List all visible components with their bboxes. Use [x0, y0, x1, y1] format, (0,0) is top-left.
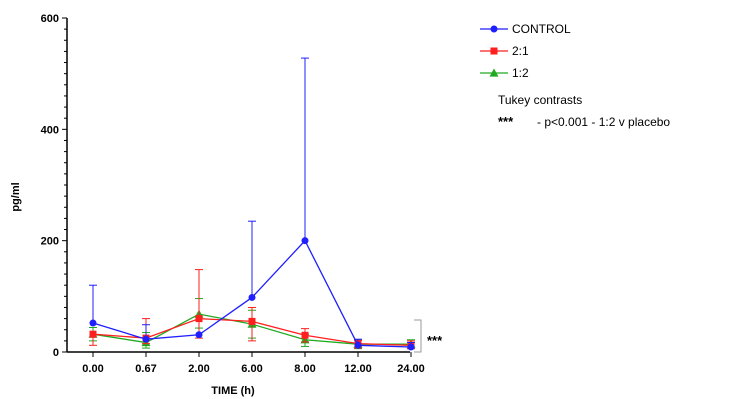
significance-bracket	[414, 319, 422, 353]
data-point	[195, 315, 203, 323]
data-point	[407, 343, 415, 351]
x-tick-label: 6.00	[241, 363, 262, 375]
legend: CONTROL 2:1 1:2	[480, 22, 571, 80]
data-point	[301, 237, 309, 245]
x-axis-title: TIME (h)	[211, 385, 255, 397]
series-layer	[88, 57, 416, 351]
axes: 0 200 400 600 0.00 0.67 2.00 6.00 8.00 12.00 24.00	[41, 13, 425, 375]
y-tick-label: 0	[53, 347, 59, 359]
y-tick-label: 600	[41, 13, 59, 25]
legend-label: 1:2	[512, 66, 529, 80]
data-point	[195, 331, 203, 339]
bracket-marker: ***	[427, 333, 443, 348]
y-tick-label: 200	[41, 236, 59, 248]
tukey-title: Tukey contrasts	[498, 93, 582, 107]
data-point	[354, 341, 362, 349]
legend-swatch-marker	[489, 68, 499, 77]
y-tick-label: 400	[41, 124, 59, 136]
data-point	[89, 330, 97, 338]
legend-swatch-marker	[490, 25, 498, 33]
legend-item: 1:2	[480, 66, 529, 80]
legend-label: 2:1	[512, 44, 529, 58]
legend-item: CONTROL	[480, 22, 571, 36]
data-point	[301, 331, 309, 339]
x-tick-label: 24.00	[397, 363, 425, 375]
data-point	[248, 293, 256, 301]
legend-label: CONTROL	[512, 22, 571, 36]
data-point	[89, 319, 97, 327]
x-tick-label: 0.67	[135, 363, 156, 375]
x-tick-label: 8.00	[294, 363, 315, 375]
x-tick-label: 12.00	[344, 363, 372, 375]
data-point	[248, 317, 256, 325]
legend-item: 2:1	[480, 44, 529, 58]
tukey-text: - p<0.001 - 1:2 v placebo	[537, 115, 670, 129]
series-control	[89, 57, 415, 351]
y-axis-title: pg/ml	[10, 182, 22, 211]
x-tick-label: 0.00	[82, 363, 103, 375]
legend-swatch-marker	[490, 47, 498, 55]
x-tick-label: 2.00	[188, 363, 209, 375]
tukey-marker: ***	[498, 114, 514, 129]
data-point	[142, 335, 150, 343]
